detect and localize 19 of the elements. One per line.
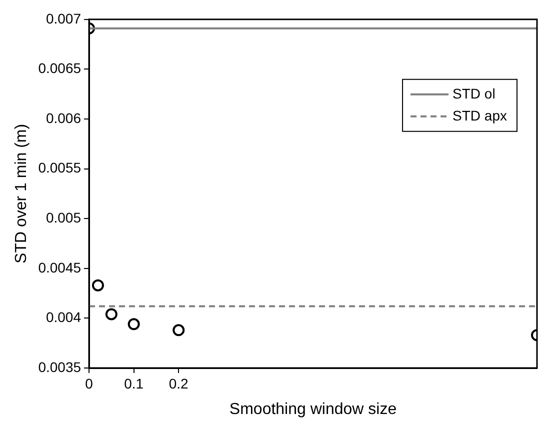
- y-tick-label: 0.005: [46, 209, 82, 226]
- y-tick-label: 0.0055: [38, 160, 82, 176]
- y-tick-label: 0.0065: [38, 60, 82, 76]
- point: [92, 279, 104, 292]
- y-tick-label: 0.0045: [38, 259, 82, 276]
- y-tick-label: 0.006: [46, 110, 82, 126]
- point: [172, 324, 185, 336]
- y-tick-label: 0.007: [46, 10, 82, 26]
- point: [128, 318, 140, 330]
- x-tick-label: 0.2: [168, 375, 189, 392]
- y-tick-label: 0.004: [46, 309, 82, 326]
- y-tick-label: 0.0035: [38, 358, 82, 375]
- legend-label: STD apx: [452, 107, 508, 124]
- point: [105, 308, 118, 320]
- x-axis-title: Smoothing window size: [229, 400, 397, 418]
- y-axis-title: STD over 1 min (m): [13, 124, 30, 264]
- legend-label: STD ol: [452, 85, 496, 102]
- x-tick-label: 0.1: [124, 375, 144, 392]
- x-tick-label: 0: [85, 375, 94, 392]
